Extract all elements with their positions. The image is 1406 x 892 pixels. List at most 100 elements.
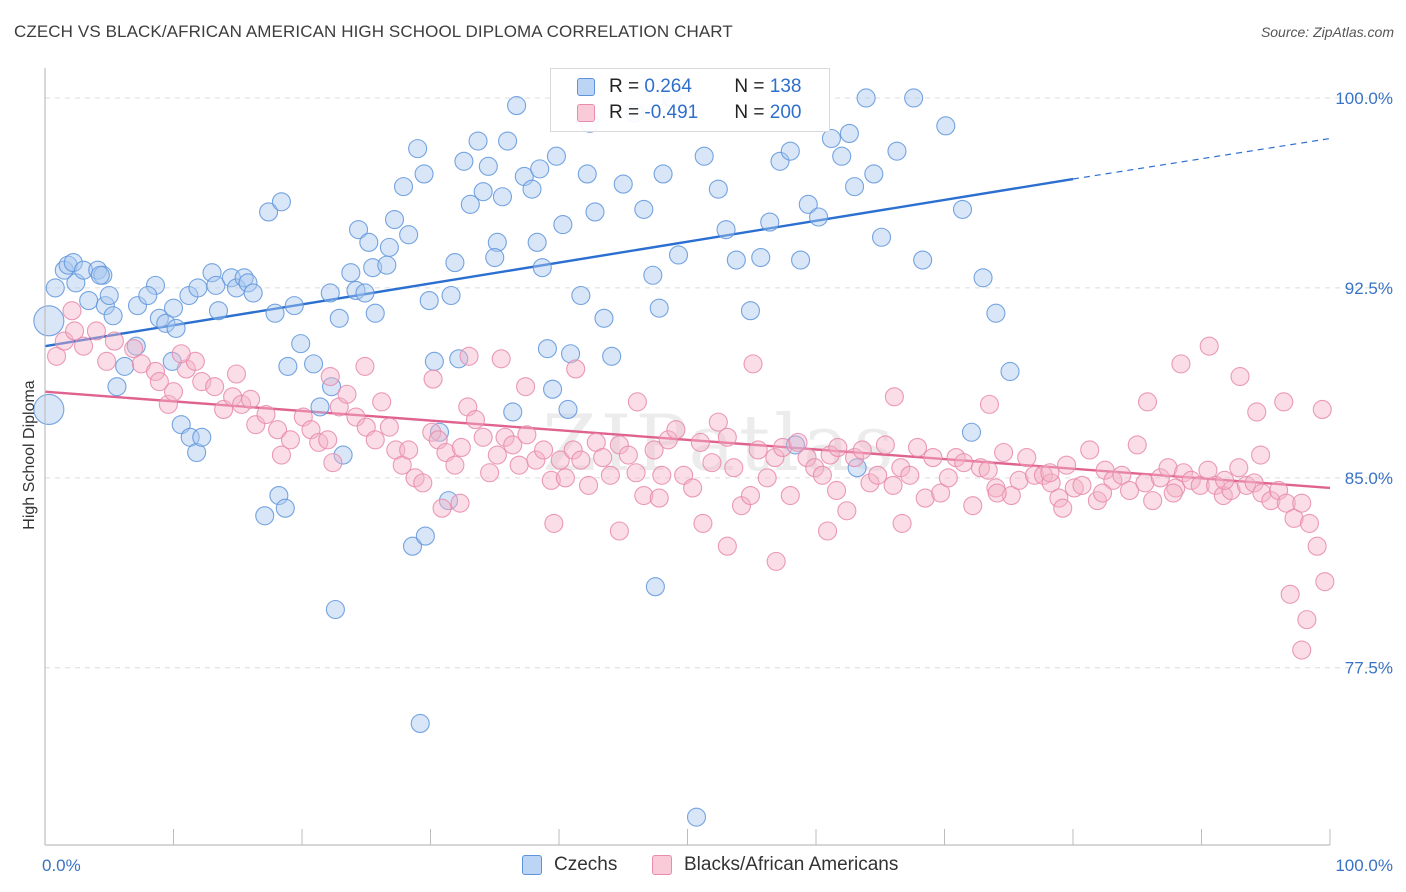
black-point	[1080, 440, 1100, 460]
czech-point	[561, 344, 581, 364]
czech-point	[126, 336, 146, 356]
czech-point	[271, 192, 291, 212]
black-point	[1297, 610, 1317, 630]
black-point	[1274, 392, 1294, 412]
czech-point	[377, 255, 397, 275]
czech-point	[1000, 361, 1020, 382]
czech-point	[468, 131, 488, 151]
czech-point	[577, 164, 597, 184]
legend-n-label: N =	[734, 76, 770, 97]
black-point	[1158, 458, 1178, 478]
black-point	[104, 331, 124, 351]
black-point	[1137, 392, 1158, 412]
black-point	[1276, 493, 1296, 513]
black-point	[1206, 475, 1226, 495]
czech-point	[379, 237, 399, 257]
black-point	[1215, 470, 1235, 490]
black-point	[445, 455, 465, 475]
czech-point	[686, 807, 707, 827]
czech-point	[441, 285, 461, 306]
black-point	[171, 344, 191, 364]
black-point	[1041, 473, 1061, 493]
legend-r-value: -0.491	[644, 102, 699, 123]
czech-point	[275, 498, 295, 518]
black-point	[884, 387, 904, 407]
black-point	[526, 450, 546, 470]
czech-point	[265, 303, 285, 323]
black-point	[256, 404, 276, 425]
black-point	[399, 440, 419, 460]
black-point	[931, 483, 951, 503]
czech-point	[384, 209, 405, 230]
black-point	[805, 458, 825, 478]
czech-point	[740, 301, 761, 321]
black-point	[765, 448, 785, 468]
czech-point	[365, 303, 385, 323]
czech-point	[95, 296, 115, 316]
black-point	[473, 427, 493, 447]
black-point	[780, 485, 800, 506]
stats-legend: R = 0.264 N = 138 R = -0.491 N = 200	[550, 68, 830, 132]
black-point	[1247, 402, 1267, 422]
black-points	[47, 301, 1335, 660]
czech-point	[255, 506, 275, 526]
czech-point	[904, 88, 924, 108]
czech-point	[791, 250, 811, 270]
black-point	[47, 346, 67, 366]
black-point	[1280, 584, 1300, 604]
black-point	[97, 351, 117, 371]
black-point	[970, 458, 991, 478]
bottom-legend-swatch-czech	[522, 855, 542, 875]
czech-point	[864, 164, 884, 184]
czech-point	[473, 182, 493, 202]
czech-point	[553, 215, 573, 235]
czech-point	[90, 265, 110, 285]
legend-swatch-czech	[577, 78, 595, 96]
black-point	[491, 349, 511, 369]
black-point	[1103, 470, 1123, 490]
black-point	[1284, 508, 1304, 528]
x-tick-label: 0.0%	[42, 856, 81, 875]
legend-swatch-black	[577, 104, 595, 122]
legend-r-label: R =	[609, 76, 645, 97]
black-point	[413, 473, 433, 493]
czech-point	[478, 156, 498, 176]
czech-point	[530, 159, 550, 179]
black-point	[268, 420, 288, 440]
czech-point	[460, 194, 480, 214]
black-point	[544, 513, 564, 533]
czech-point	[760, 212, 780, 232]
czech-point	[527, 232, 547, 252]
czech-point	[127, 296, 148, 316]
czech-point	[634, 199, 654, 219]
black-point	[516, 377, 536, 397]
czech-point	[320, 283, 340, 303]
black-point	[158, 394, 178, 414]
black-point	[828, 437, 848, 457]
y-tick-label: 85.0%	[1345, 469, 1393, 488]
czech-point	[871, 227, 892, 247]
black-point	[487, 445, 507, 465]
czech-point	[304, 354, 324, 374]
black-point	[875, 435, 895, 455]
black-point	[74, 336, 94, 356]
czech-point	[33, 393, 65, 426]
black-point	[1119, 480, 1140, 501]
czech-point	[192, 427, 212, 447]
legend-r-label: R =	[609, 102, 645, 123]
czech-point	[424, 351, 444, 371]
black-point	[1093, 483, 1113, 503]
black-point	[124, 339, 144, 359]
czech-point	[187, 442, 207, 463]
czech-point	[809, 207, 829, 227]
czech-point	[325, 599, 345, 620]
y-tick-label: 100.0%	[1335, 89, 1393, 108]
black-point	[915, 488, 935, 508]
chart-title: CZECH VS BLACK/AFRICAN AMERICAN HIGH SCH…	[14, 22, 733, 41]
czech-point	[149, 308, 169, 328]
black-point	[555, 468, 575, 488]
czech-point	[726, 250, 746, 270]
black-point	[1150, 468, 1170, 488]
black-point	[534, 440, 554, 460]
czech-point	[402, 536, 423, 556]
